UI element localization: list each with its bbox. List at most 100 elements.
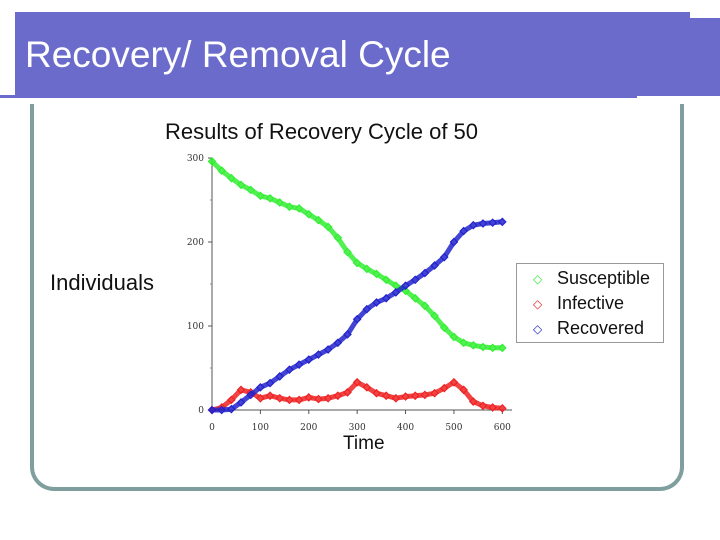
data-point [343,388,352,397]
y-tick-label: 0 [198,406,204,416]
title-corner-notch [690,12,720,18]
data-point [285,365,294,375]
data-point [294,395,304,405]
slide-title-bar: Recovery/ Removal Cycle [0,0,720,102]
data-point [420,390,430,400]
data-point [449,332,459,342]
data-point [246,185,256,195]
data-point [217,166,227,175]
data-point [362,382,372,392]
data-point [217,405,227,415]
data-point [488,403,497,412]
data-point [265,378,275,388]
legend-label-infective: Infective [557,293,625,313]
series-recovered [207,217,507,415]
data-point [236,180,246,190]
x-tick-label: 300 [349,423,366,433]
data-point [488,343,497,353]
data-point [352,258,362,268]
data-point [314,394,323,404]
series-infective [207,377,507,415]
data-point [352,377,362,387]
chart-axes: 0 100 200 300 0 100 200 300 400 500 600 [187,154,512,433]
data-point [478,342,488,352]
data-point [323,345,333,354]
data-point [381,293,391,303]
chart-series [207,157,507,415]
data-point [449,377,459,387]
data-point [439,383,449,393]
y-tick-label: 100 [187,322,204,332]
data-point [372,388,381,398]
legend-item-infective: ◇ Infective [517,293,665,317]
data-point [343,247,352,257]
data-point [430,388,439,398]
x-tick-label: 600 [494,423,511,433]
data-point [372,269,381,279]
data-point [420,268,430,278]
data-point [391,288,401,297]
x-tick-label: 200 [300,423,317,433]
data-point [227,173,236,183]
data-point [227,404,236,414]
data-point [381,391,391,401]
data-point [410,275,420,285]
data-point [459,226,468,236]
data-point [449,237,459,247]
data-point [294,360,304,369]
x-tick-label: 0 [209,423,215,433]
data-point [227,395,236,405]
data-point [478,219,488,228]
x-tick-label: 400 [397,423,414,433]
chart-title: Results of Recovery Cycle of 50 [165,119,479,144]
data-point [410,391,420,401]
data-point [497,403,507,413]
data-point [275,198,285,207]
data-point [304,209,314,219]
x-axis-label: Time [343,433,385,454]
x-tick-label: 500 [445,423,462,433]
data-point [372,298,381,307]
data-point [420,301,430,311]
data-point [256,393,265,403]
title-background [15,12,720,96]
data-point [304,355,314,364]
data-point [285,202,294,212]
title-underline [0,95,637,98]
data-point [314,350,323,359]
data-point [362,264,372,274]
data-point [256,382,265,392]
legend-item-recovered: ◇ Recovered [517,318,665,342]
data-point [497,217,507,227]
legend-marker-recovered: ◇ [533,322,543,336]
series-susceptible [207,157,507,353]
data-point [430,311,439,321]
x-tick-label: 100 [252,423,269,433]
data-point [207,157,217,166]
data-point [468,220,478,230]
slide-title: Recovery/ Removal Cycle [25,34,451,75]
data-point [478,401,488,411]
data-point [275,393,285,403]
data-point [439,323,449,333]
data-point [439,252,449,262]
series-line-infective [209,379,505,413]
data-point [401,281,410,291]
data-point [468,340,478,350]
data-point [265,391,275,401]
data-point [323,393,333,403]
data-point [304,393,314,402]
data-point [488,218,497,228]
series-line-recovered [209,219,505,413]
data-point [391,393,401,403]
data-point [285,395,294,405]
legend-label-susceptible: Susceptible [557,268,651,288]
data-point [294,204,304,213]
content-frame [30,104,684,491]
data-point [207,405,217,415]
data-point [275,372,285,381]
data-point [459,338,468,348]
data-point [430,261,439,270]
data-point [362,304,372,314]
